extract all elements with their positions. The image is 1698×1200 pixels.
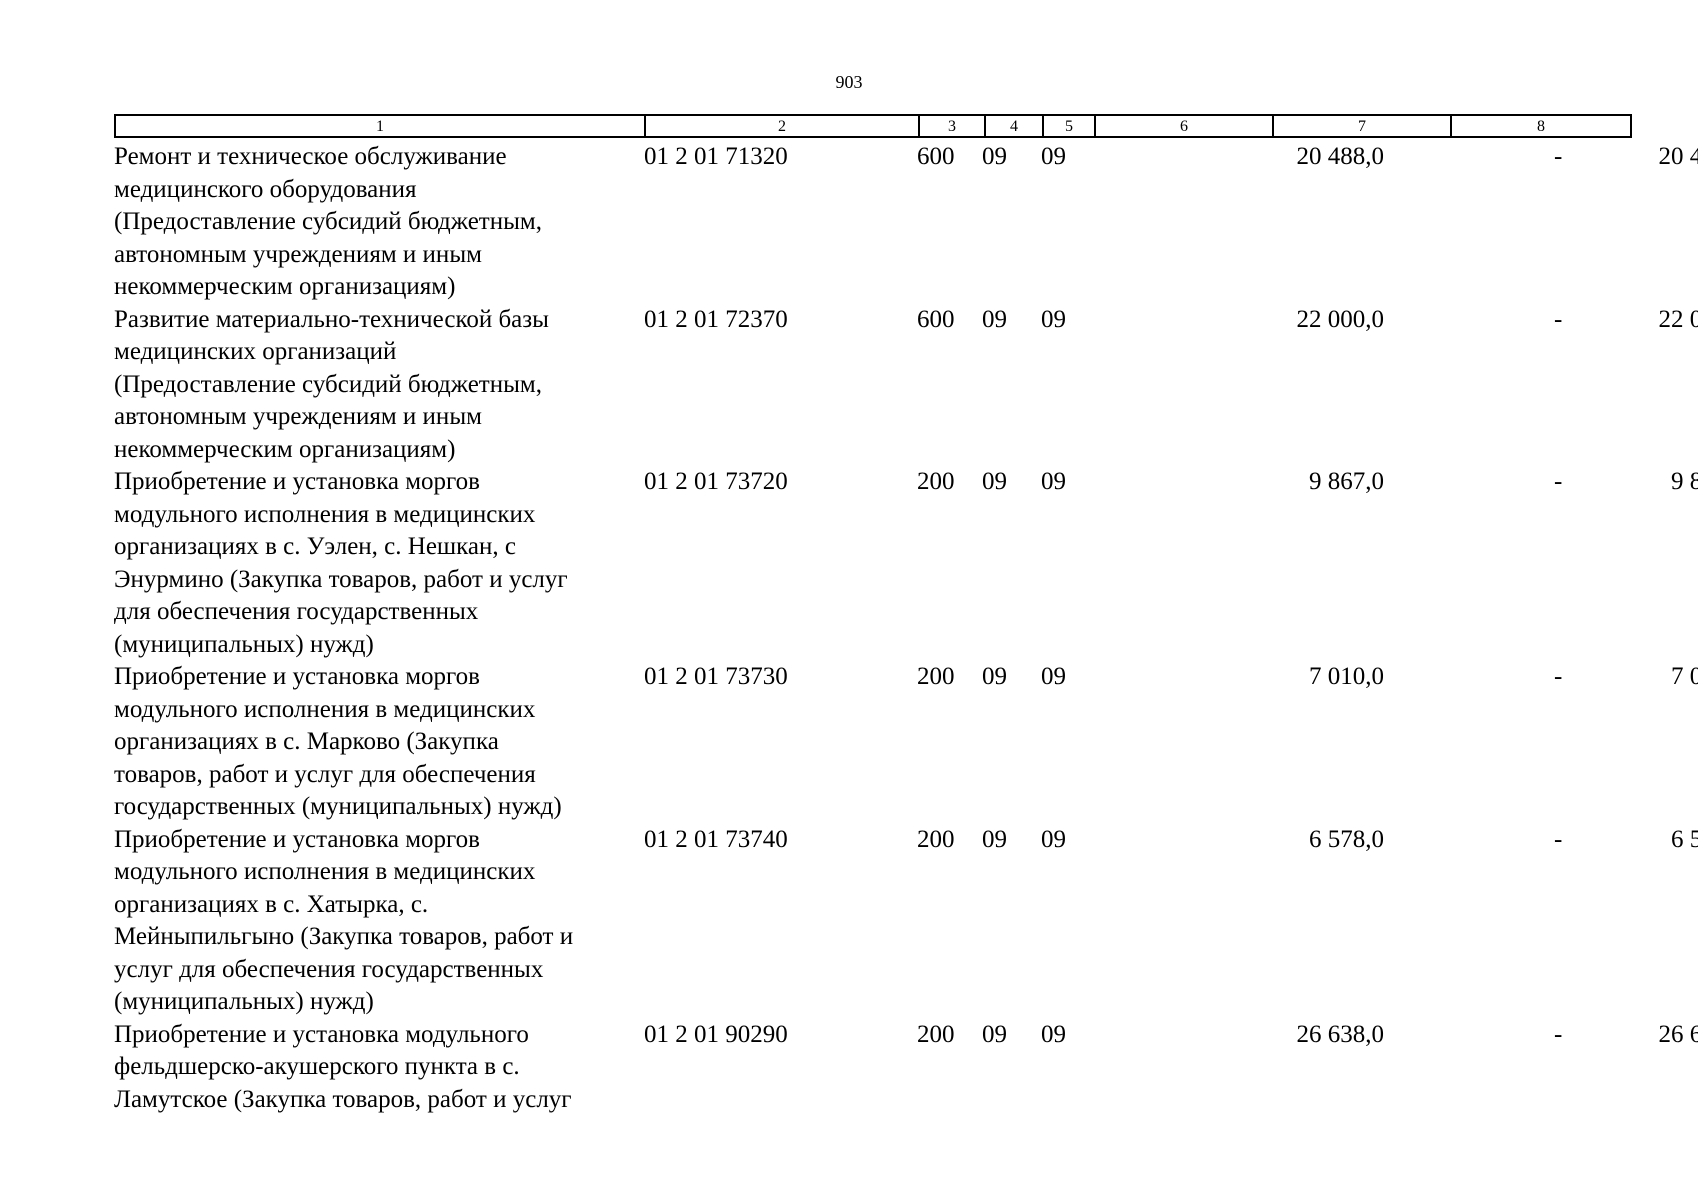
row-amount: 26 638,0 [1296, 1020, 1385, 1048]
header-cell-8: 8 [1450, 116, 1630, 136]
row-expense-type: 200 [917, 468, 955, 495]
table-body: Ремонт и техническое обслуживание медици… [114, 141, 1698, 1117]
table-row: Приобретение и установка моргов модульно… [114, 661, 1698, 824]
row-description: Приобретение и установка модульного фель… [114, 1020, 572, 1113]
row-amount: 20 488,0 [1296, 143, 1385, 170]
row-subsection: 09 [1041, 468, 1066, 495]
row-expense-type: 200 [917, 825, 955, 853]
row-code: 01 2 01 72370 [644, 305, 788, 333]
row-section: 09 [982, 143, 1007, 170]
row-amount: 7 010,0 [1309, 663, 1384, 690]
row-code: 01 2 01 90290 [644, 1020, 788, 1048]
row-expense-type: 200 [917, 663, 955, 690]
table-row: Приобретение и установка моргов модульно… [114, 466, 1698, 661]
row-dash: - [1554, 305, 1563, 333]
row-total: 7 010,0 [1671, 663, 1698, 690]
row-expense-type: 200 [917, 1020, 955, 1048]
row-section: 09 [982, 1020, 1007, 1048]
row-description: Ремонт и техническое обслуживание медици… [114, 143, 542, 300]
row-section: 09 [982, 825, 1007, 853]
row-amount: 6 578,0 [1309, 825, 1384, 853]
row-subsection: 09 [1041, 1020, 1066, 1048]
row-subsection: 09 [1041, 305, 1066, 333]
row-code: 01 2 01 73720 [644, 468, 788, 495]
row-section: 09 [982, 663, 1007, 690]
row-amount: 22 000,0 [1296, 305, 1385, 333]
row-description: Приобретение и установка моргов модульно… [114, 663, 562, 820]
row-total: 26 638,0 [1658, 1020, 1698, 1048]
row-section: 09 [982, 468, 1007, 495]
header-cell-7: 7 [1272, 116, 1450, 136]
row-description: Приобретение и установка моргов модульно… [114, 825, 574, 1016]
row-expense-type: 600 [917, 143, 955, 170]
table-header: 1 2 3 4 5 6 7 8 [114, 114, 1632, 138]
row-total: 9 867,0 [1671, 468, 1698, 495]
row-expense-type: 600 [917, 305, 955, 333]
header-cell-3: 3 [918, 116, 984, 136]
row-dash: - [1554, 825, 1563, 853]
row-code: 01 2 01 73740 [644, 825, 788, 853]
header-cell-4: 4 [984, 116, 1042, 136]
header-cell-5: 5 [1042, 116, 1094, 136]
row-code: 01 2 01 71320 [644, 143, 788, 170]
row-subsection: 09 [1041, 663, 1066, 690]
row-subsection: 09 [1041, 825, 1066, 853]
table-row: Приобретение и установка моргов модульно… [114, 824, 1698, 1019]
table-row: Развитие материально-технической базы ме… [114, 304, 1698, 467]
table-row: Приобретение и установка модульного фель… [114, 1019, 1698, 1117]
row-total: 6 578,0 [1671, 825, 1698, 853]
row-total: 22 000,0 [1658, 305, 1698, 333]
row-section: 09 [982, 305, 1007, 333]
header-cell-6: 6 [1094, 116, 1272, 136]
row-description: Развитие материально-технической базы ме… [114, 305, 549, 463]
row-amount: 9 867,0 [1309, 468, 1384, 495]
row-total: 20 488,0 [1658, 143, 1698, 170]
row-dash: - [1554, 1020, 1563, 1048]
row-dash: - [1554, 663, 1563, 690]
header-cell-1: 1 [376, 118, 384, 135]
row-dash: - [1554, 143, 1563, 170]
row-subsection: 09 [1041, 143, 1066, 170]
row-code: 01 2 01 73730 [644, 663, 788, 690]
row-description: Приобретение и установка моргов модульно… [114, 468, 568, 658]
page-number: 903 [835, 72, 863, 92]
table-row: Ремонт и техническое обслуживание медици… [114, 141, 1698, 304]
row-dash: - [1554, 468, 1563, 495]
header-cell-2: 2 [644, 116, 918, 136]
